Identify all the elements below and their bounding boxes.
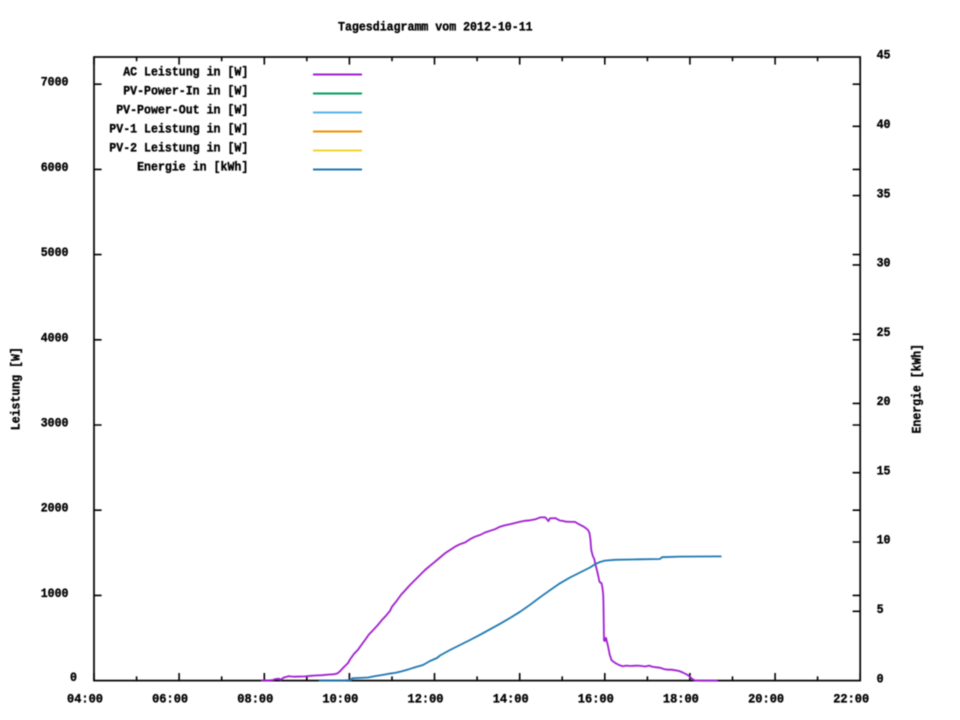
svg-text:7000: 7000 (41, 75, 69, 90)
svg-text:PV-Power-In in [W]: PV-Power-In in [W] (123, 84, 248, 99)
svg-text:5: 5 (877, 602, 884, 617)
svg-text:Energie [kWh]: Energie [kWh] (910, 344, 925, 434)
svg-text:6000: 6000 (41, 160, 69, 175)
svg-text:4000: 4000 (41, 330, 69, 345)
svg-text:0: 0 (877, 671, 884, 686)
svg-text:2000: 2000 (41, 501, 69, 516)
svg-text:45: 45 (877, 48, 891, 63)
svg-text:3000: 3000 (41, 416, 69, 431)
svg-text:Leistung [W]: Leistung [W] (8, 347, 23, 430)
svg-text:20: 20 (877, 394, 891, 409)
svg-text:30: 30 (877, 256, 891, 271)
svg-text:1000: 1000 (41, 586, 69, 601)
svg-text:16:00: 16:00 (578, 691, 614, 706)
svg-text:0: 0 (70, 670, 77, 685)
svg-text:PV-Power-Out in [W]: PV-Power-Out in [W] (116, 103, 248, 118)
svg-text:22:00: 22:00 (833, 691, 869, 706)
svg-text:15: 15 (877, 463, 891, 478)
svg-text:Tagesdiagramm vom 2012-10-11: Tagesdiagramm vom 2012-10-11 (338, 19, 533, 34)
svg-text:5000: 5000 (41, 245, 69, 260)
svg-text:Energie in [kWh]: Energie in [kWh] (137, 160, 248, 175)
svg-text:10:00: 10:00 (322, 691, 358, 706)
svg-text:04:00: 04:00 (67, 691, 103, 706)
svg-text:06:00: 06:00 (152, 691, 188, 706)
svg-text:AC Leistung in [W]: AC Leistung in [W] (123, 65, 248, 80)
svg-text:25: 25 (877, 325, 891, 340)
svg-text:20:00: 20:00 (748, 691, 784, 706)
svg-text:PV-2 Leistung in [W]: PV-2 Leistung in [W] (109, 141, 248, 156)
svg-text:PV-1 Leistung in [W]: PV-1 Leistung in [W] (109, 122, 248, 137)
svg-text:35: 35 (877, 186, 891, 201)
svg-text:10: 10 (877, 533, 891, 548)
svg-text:08:00: 08:00 (237, 691, 273, 706)
svg-text:12:00: 12:00 (408, 691, 444, 706)
svg-text:18:00: 18:00 (663, 691, 699, 706)
svg-text:14:00: 14:00 (493, 691, 529, 706)
svg-text:40: 40 (877, 117, 891, 132)
